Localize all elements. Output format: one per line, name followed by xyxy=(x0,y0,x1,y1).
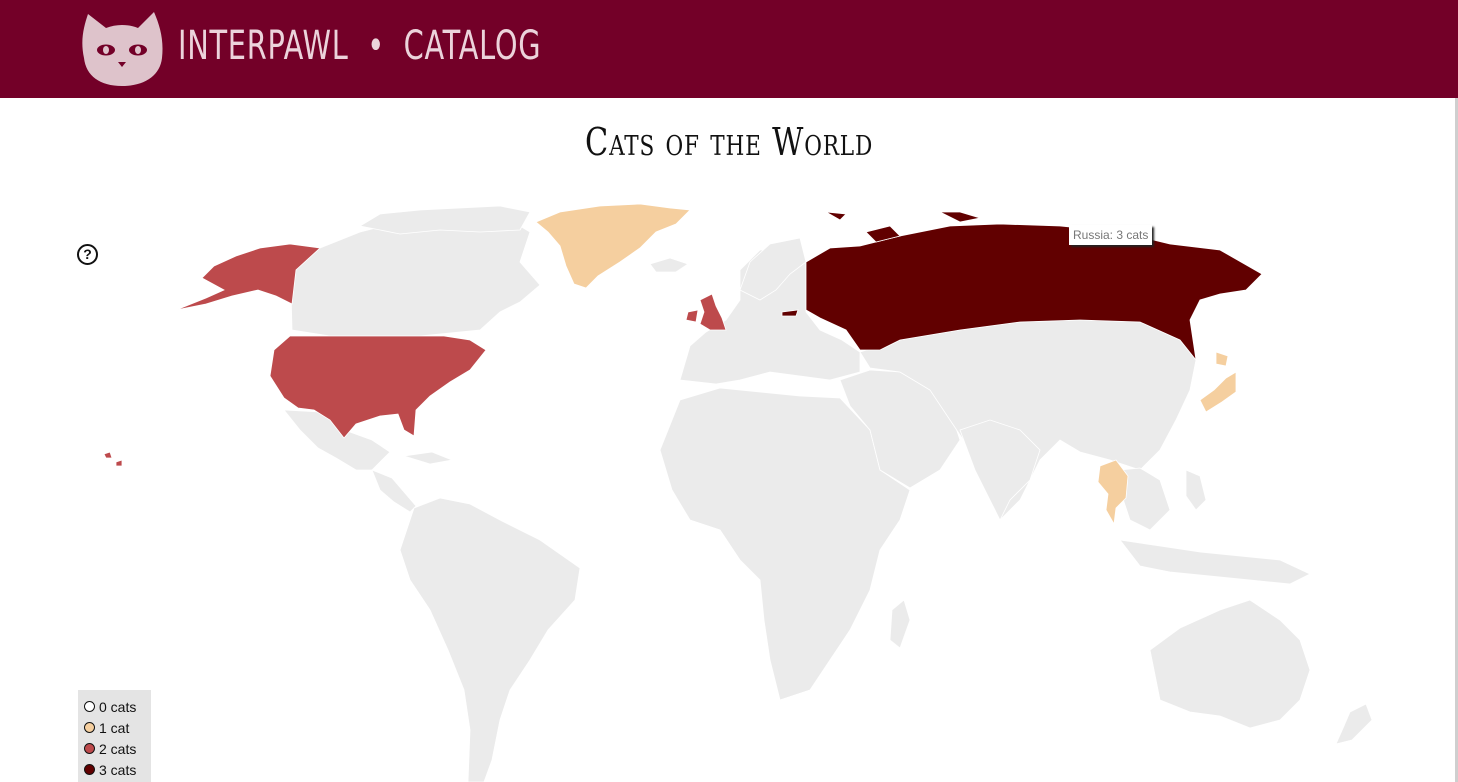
country-cuba xyxy=(403,451,454,465)
country-thailand xyxy=(1097,459,1129,526)
world-map[interactable] xyxy=(0,98,1458,782)
legend-item-3: 3 cats xyxy=(84,759,151,780)
country-russia-islands xyxy=(781,211,981,317)
country-india xyxy=(959,419,1041,521)
legend-swatch xyxy=(84,764,95,775)
brand-title[interactable]: INTERPAWL • CATALOG xyxy=(178,16,541,76)
legend-label: 1 cat xyxy=(99,719,130,736)
brand-name: INTERPAWL xyxy=(178,23,349,69)
country-south-america xyxy=(399,497,581,782)
section-name: CATALOG xyxy=(403,23,542,69)
app-header: INTERPAWL • CATALOG xyxy=(0,0,1458,98)
brand-separator: • xyxy=(367,23,385,69)
country-russia xyxy=(805,223,1263,362)
country-indonesia xyxy=(1119,539,1311,585)
country-iceland xyxy=(649,257,689,273)
legend-item-1: 1 cat xyxy=(84,717,151,738)
help-button[interactable]: ? xyxy=(77,244,98,265)
legend-swatch xyxy=(84,722,95,733)
country-africa xyxy=(659,387,911,701)
country-europe xyxy=(679,249,861,385)
country-usa xyxy=(269,335,487,439)
legend-item-2: 2 cats xyxy=(84,738,151,759)
country-japan xyxy=(1199,351,1237,413)
legend-label: 2 cats xyxy=(99,740,137,757)
country-arctic-islands xyxy=(358,205,531,235)
country-philippines xyxy=(1185,469,1207,511)
country-uk xyxy=(685,293,727,331)
legend-label: 0 cats xyxy=(99,698,137,715)
page-edge xyxy=(1455,98,1458,782)
country-central-america xyxy=(371,469,417,513)
cat-face-icon[interactable] xyxy=(78,8,166,88)
page-title: Cats of the World xyxy=(584,120,874,164)
legend-label: 3 cats xyxy=(99,761,137,778)
country-australia xyxy=(1149,599,1311,729)
map-legend: 0 cats 1 cat 2 cats 3 cats xyxy=(78,690,151,782)
country-greenland xyxy=(535,203,691,289)
country-hawaii xyxy=(103,451,123,467)
country-new-zealand xyxy=(1335,703,1373,745)
country-tooltip: Russia: 3 cats xyxy=(1069,225,1153,245)
legend-item-0: 0 cats xyxy=(84,696,151,717)
country-madagascar xyxy=(889,599,911,649)
country-alaska xyxy=(175,243,321,311)
legend-swatch xyxy=(84,701,95,712)
legend-swatch xyxy=(84,743,95,754)
